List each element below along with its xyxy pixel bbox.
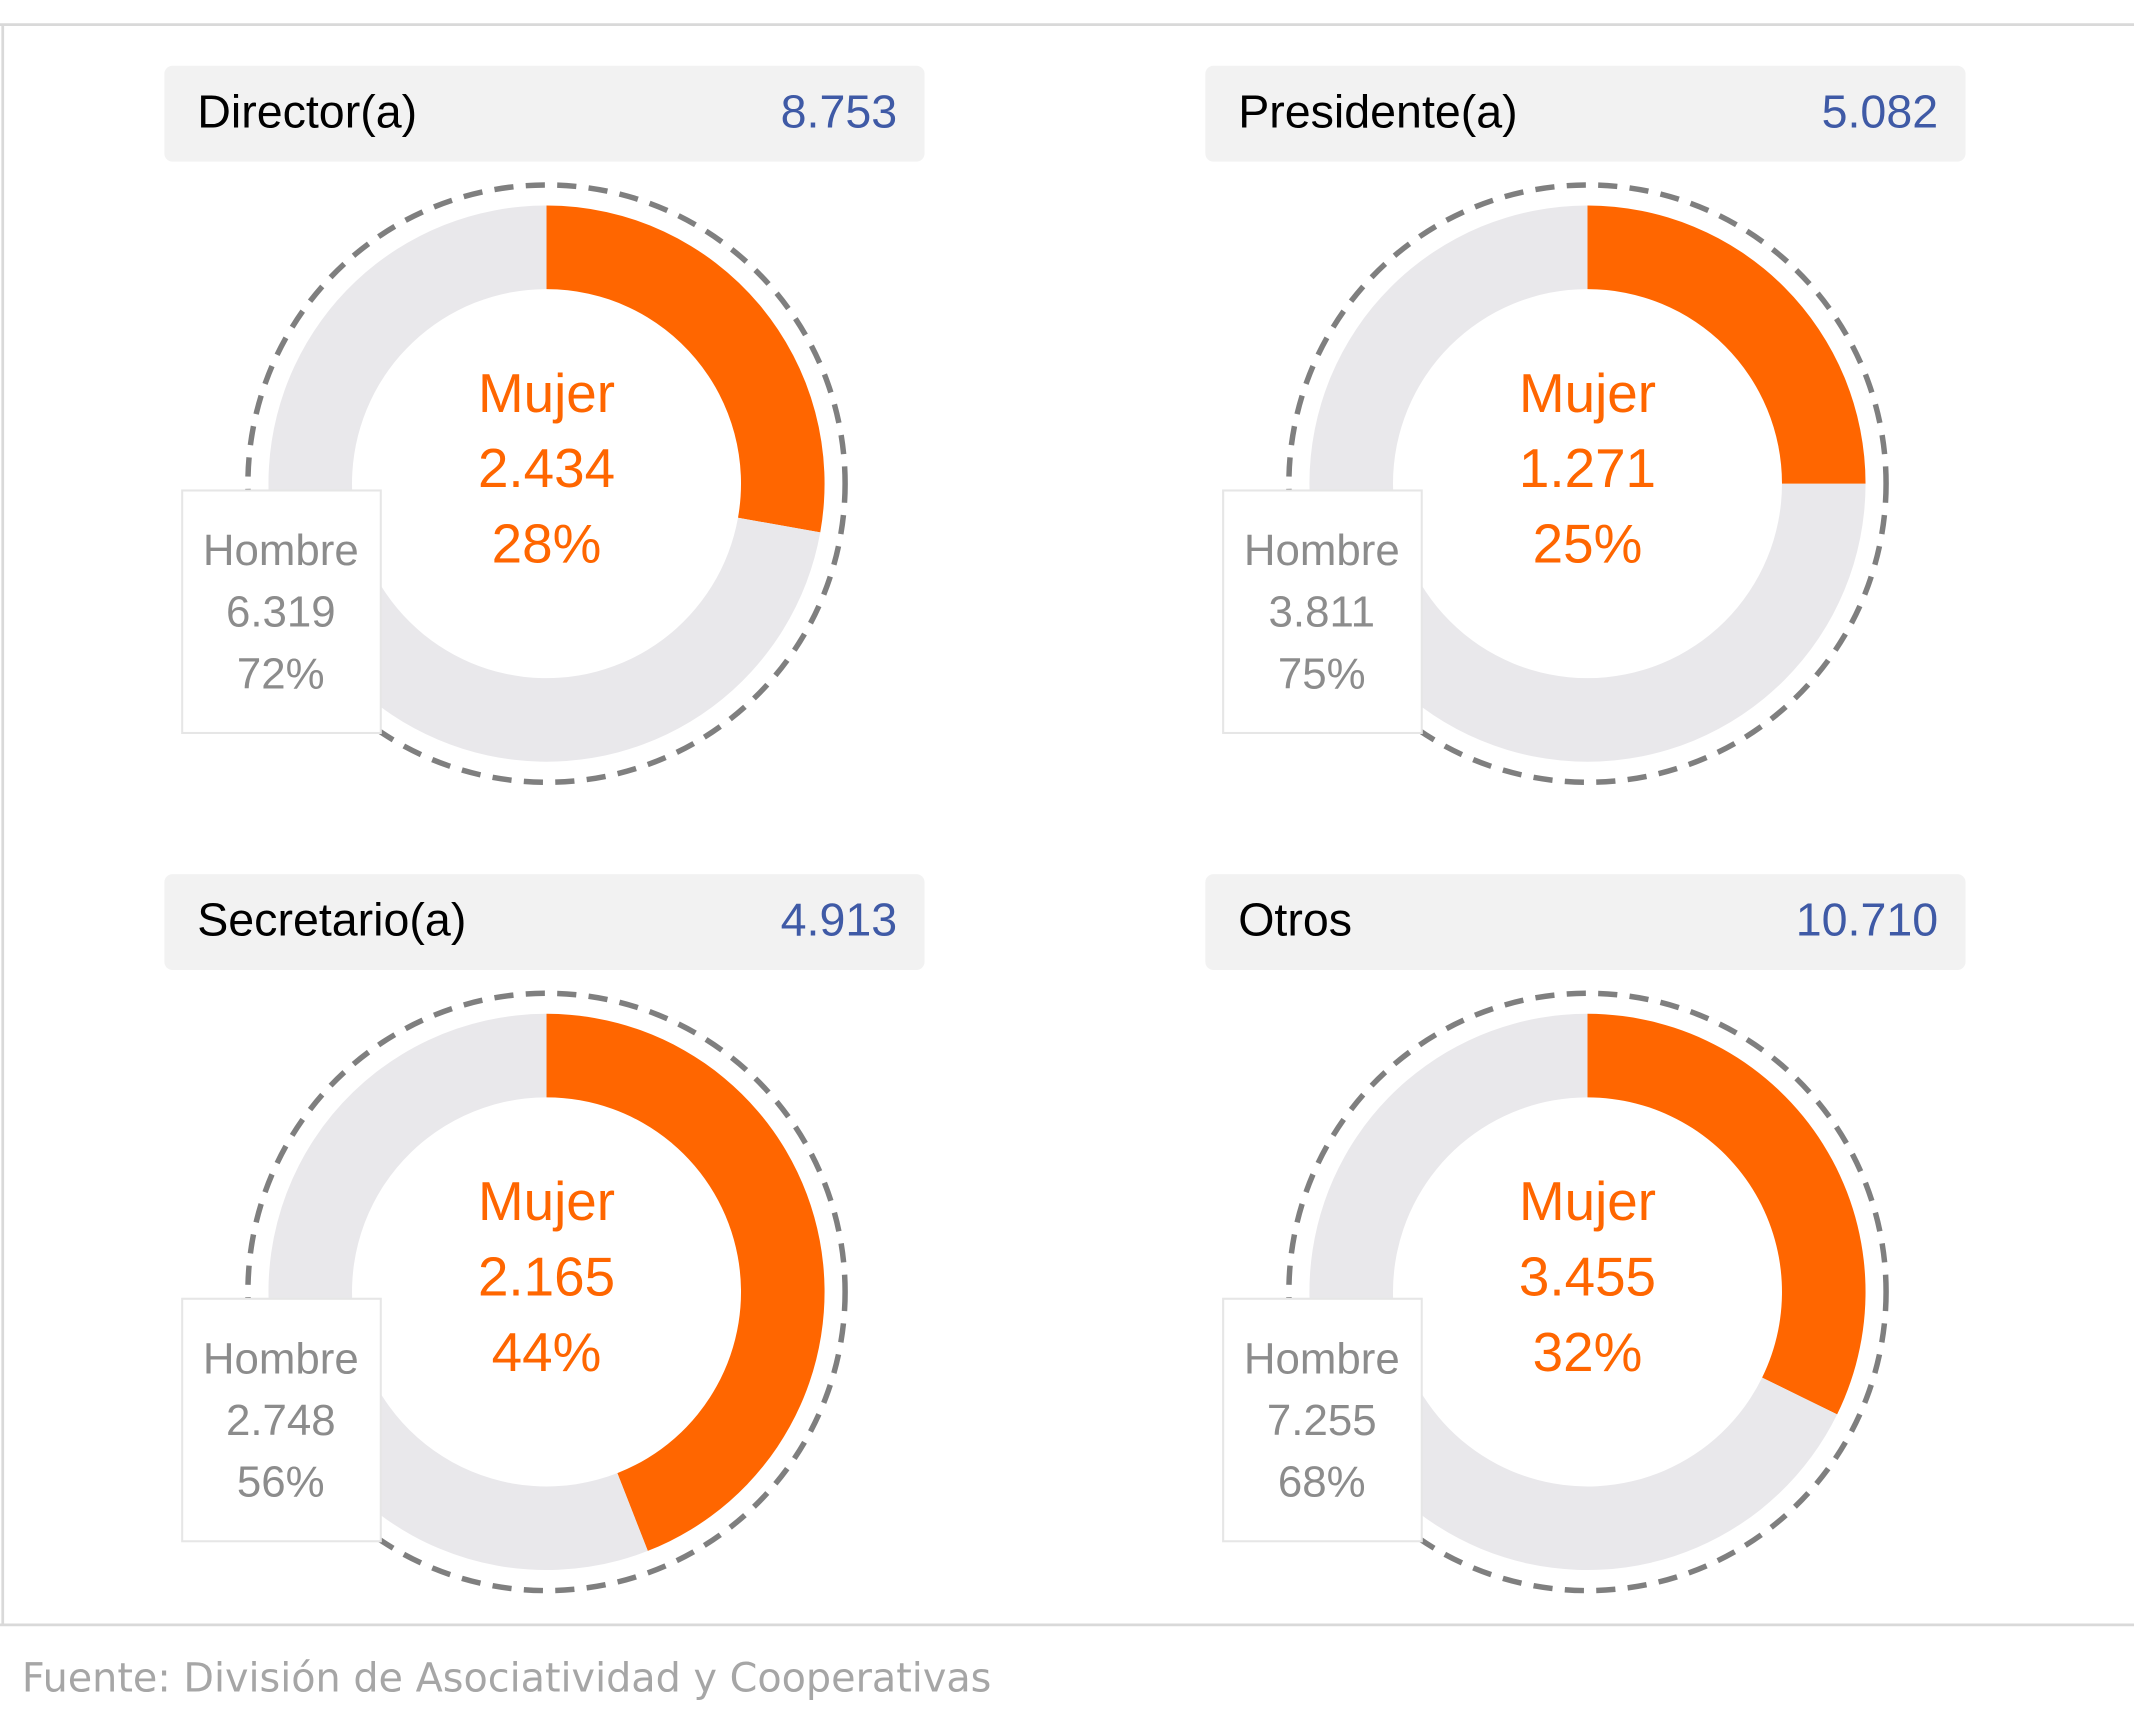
hombre-box bbox=[181, 1297, 382, 1543]
panel-title: Otros bbox=[1238, 894, 1352, 946]
donut-segment bbox=[1587, 1013, 1866, 1415]
panel-title: Secretario(a) bbox=[197, 894, 466, 946]
panel-title: Presidente(a) bbox=[1238, 85, 1517, 137]
percent-label: 75% bbox=[1278, 649, 1366, 698]
percent-label: 56% bbox=[237, 1458, 325, 1507]
dashed-ring bbox=[245, 182, 848, 786]
category-label: Mujer bbox=[1519, 1170, 1656, 1232]
category-label: Mujer bbox=[1519, 362, 1656, 424]
donut-segment bbox=[1309, 205, 1866, 762]
panel-total: 4.913 bbox=[781, 894, 898, 946]
header-box bbox=[1205, 874, 1966, 970]
category-label: Hombre bbox=[1244, 1334, 1400, 1383]
category-label: Mujer bbox=[478, 362, 615, 424]
donut-segment bbox=[546, 205, 825, 533]
value-label: 2.434 bbox=[478, 437, 615, 499]
percent-label: 72% bbox=[237, 649, 325, 698]
value-label: 1.271 bbox=[1519, 437, 1656, 499]
donut-segment bbox=[1587, 205, 1866, 484]
donut-segment bbox=[546, 1013, 825, 1551]
header-box bbox=[1205, 65, 1966, 162]
percent-label: 32% bbox=[1533, 1321, 1643, 1383]
value-label: 2.165 bbox=[478, 1245, 615, 1307]
value-label: 7.255 bbox=[1267, 1396, 1377, 1445]
value-label: 2.748 bbox=[226, 1396, 336, 1445]
dashed-ring bbox=[245, 990, 848, 1594]
category-label: Hombre bbox=[203, 1334, 359, 1383]
category-label: Hombre bbox=[1244, 526, 1400, 575]
dashed-ring bbox=[1286, 182, 1889, 786]
category-label: Hombre bbox=[203, 526, 359, 575]
percent-label: 68% bbox=[1278, 1458, 1366, 1507]
percent-label: 28% bbox=[492, 512, 602, 574]
donut-segment bbox=[268, 205, 821, 762]
category-label: Mujer bbox=[478, 1170, 615, 1232]
hombre-box bbox=[181, 489, 382, 734]
panel-total: 5.082 bbox=[1822, 85, 1939, 137]
panel-total: 8.753 bbox=[781, 85, 898, 137]
donut-segment bbox=[1309, 1013, 1838, 1571]
value-label: 6.319 bbox=[226, 588, 336, 637]
percent-label: 25% bbox=[1533, 512, 1643, 574]
hombre-box bbox=[1222, 489, 1423, 734]
value-label: 3.811 bbox=[1269, 588, 1375, 637]
source-note: Fuente: División de Asociatividad y Coop… bbox=[22, 1656, 991, 1702]
value-label: 3.455 bbox=[1519, 1245, 1656, 1307]
panel-total: 10.710 bbox=[1796, 894, 1938, 946]
header-box bbox=[164, 874, 925, 970]
hombre-box bbox=[1222, 1297, 1423, 1543]
panel-title: Director(a) bbox=[197, 85, 417, 137]
header-box bbox=[164, 65, 925, 162]
percent-label: 44% bbox=[492, 1321, 602, 1383]
dashed-ring bbox=[1286, 990, 1889, 1594]
